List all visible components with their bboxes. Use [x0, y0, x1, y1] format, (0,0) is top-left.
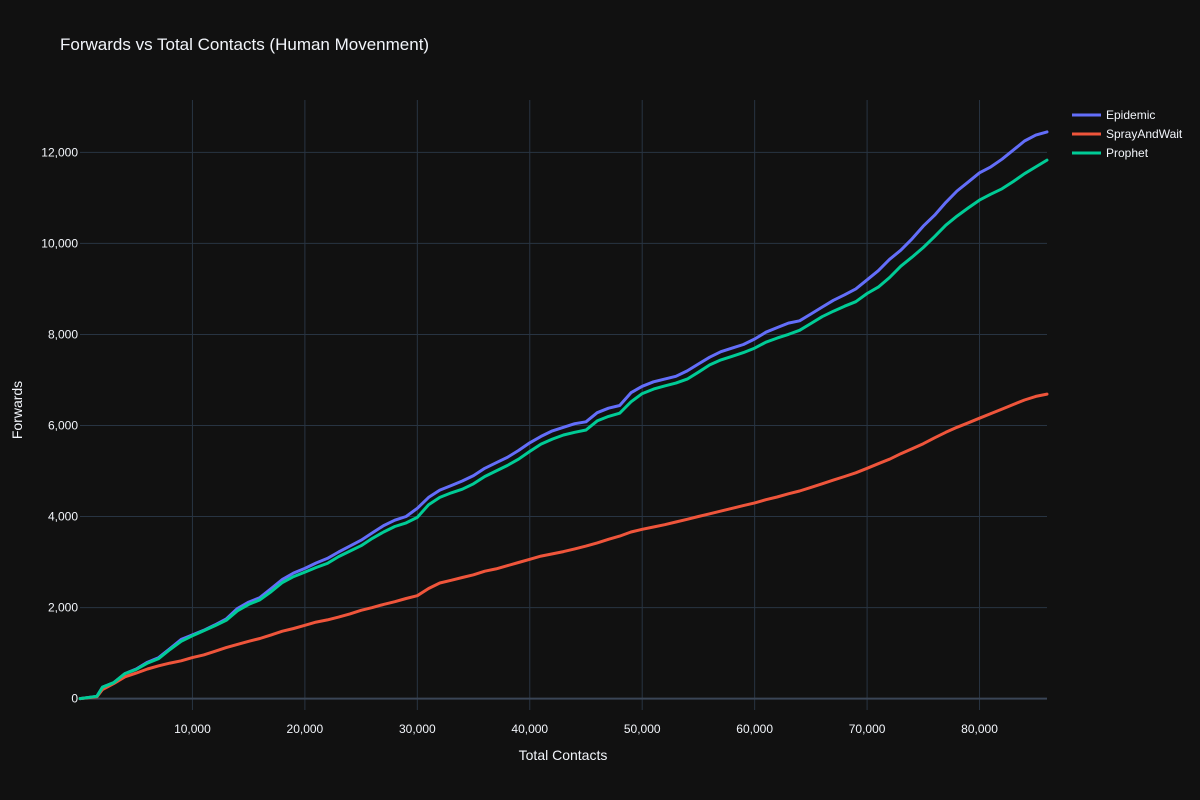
x-tick-label: 80,000	[961, 722, 998, 736]
x-tick-label: 70,000	[849, 722, 886, 736]
legend-item-epidemic[interactable]: Epidemic	[1072, 108, 1155, 122]
y-tick-label: 12,000	[41, 145, 78, 159]
legend[interactable]: Epidemic SprayAndWait Prophet	[1072, 108, 1183, 160]
series-line-sprayandwait[interactable]	[78, 392, 1049, 701]
x-tick-label: 30,000	[399, 722, 436, 736]
legend-label: Prophet	[1106, 146, 1149, 160]
legend-label: Epidemic	[1106, 108, 1155, 122]
y-tick-label: 8,000	[48, 327, 78, 341]
x-tick-label: 20,000	[287, 722, 324, 736]
legend-item-prophet[interactable]: Prophet	[1072, 146, 1149, 160]
x-tick-label: 50,000	[624, 722, 661, 736]
x-tick-label: 10,000	[174, 722, 211, 736]
y-tick-label: 0	[71, 692, 78, 706]
series-layer	[78, 130, 1049, 701]
series-line-epidemic[interactable]	[78, 130, 1049, 701]
y-tick-label: 10,000	[41, 236, 78, 250]
x-tick-label: 60,000	[736, 722, 773, 736]
series-line-prophet[interactable]	[78, 158, 1049, 701]
y-tick-label: 4,000	[48, 510, 78, 524]
legend-label: SprayAndWait	[1106, 127, 1183, 141]
grid-layer	[80, 100, 1047, 710]
chart-title: Forwards vs Total Contacts (Human Movenm…	[60, 35, 429, 54]
y-axis-title: Forwards	[9, 381, 25, 439]
x-axis-tick-labels: 10,000 20,000 30,000 40,000 50,000 60,000 70,0…	[174, 722, 998, 736]
x-axis-title: Total Contacts	[519, 747, 608, 763]
y-tick-label: 2,000	[48, 601, 78, 615]
legend-item-sprayandwait[interactable]: SprayAndWait	[1072, 127, 1183, 141]
y-tick-label: 6,000	[48, 418, 78, 432]
x-tick-label: 40,000	[511, 722, 548, 736]
y-axis-tick-labels: 0 2,000 4,000 6,000 8,000 10,000 12,000	[41, 145, 78, 705]
